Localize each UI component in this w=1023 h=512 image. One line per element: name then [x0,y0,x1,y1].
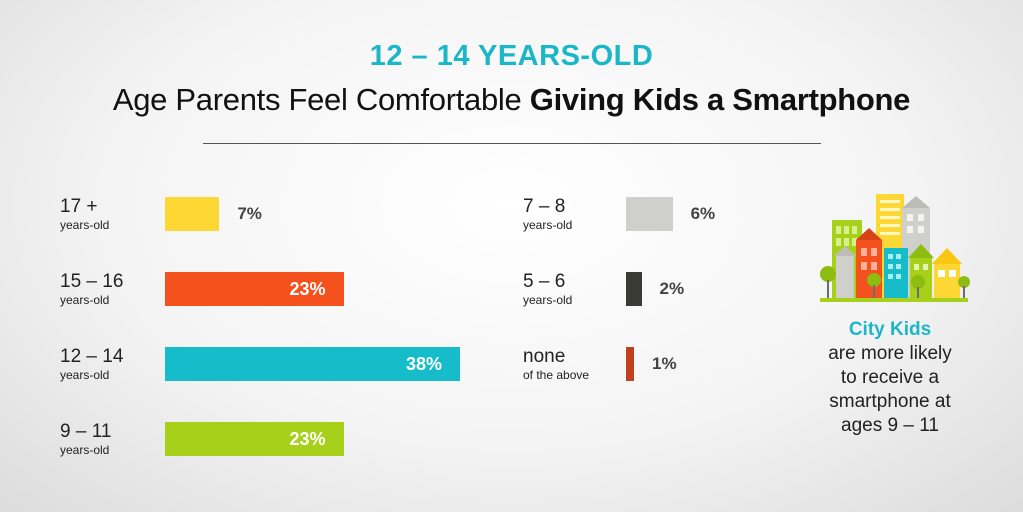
bar-value-label: 23% [289,429,326,449]
city-kids-line-2: to receive a [840,367,940,388]
category-label: 5 – 6 [523,271,566,292]
category-sublabel: years-old [523,293,573,307]
bar-value-label: 23% [289,279,326,299]
title-regular: Age Parents Feel Comfortable [112,82,530,117]
category-label: none [523,346,566,367]
bar-value-label: 6% [690,204,716,223]
bar-value-label: 7% [237,204,262,223]
bar: 38% [165,347,460,381]
bar [626,272,642,306]
bar [165,197,220,231]
category-sublabel: years-old [60,443,110,457]
chart-kicker: 12 – 14 YEARS-OLD [369,40,654,72]
category-label: 17 + [60,196,98,217]
city-kids-line-3: smartphone at [829,391,951,412]
category-label: 7 – 8 [523,196,566,217]
city-illustration-icon [820,194,970,302]
bar-value-label: 38% [405,354,442,374]
city-kids-title: City Kids [848,319,932,340]
category-label: 12 – 14 [60,346,124,367]
chart-title: Age Parents Feel Comfortable Giving Kids… [0,82,1023,118]
category-label: 9 – 11 [60,421,112,442]
category-sublabel: of the above [523,368,590,382]
category-sublabel: years-old [523,218,573,232]
bar: 23% [165,422,344,456]
category-sublabel: years-old [60,218,110,232]
category-sublabel: years-old [60,368,110,382]
city-kids-line-4: ages 9 – 11 [841,415,939,436]
divider [203,143,821,144]
city-kids-line-1: are more likely [828,343,952,364]
bar-value-label: 1% [652,354,677,373]
bar-value-label: 2% [659,279,685,298]
category-label: 15 – 16 [60,271,124,292]
category-sublabel: years-old [60,293,110,307]
title-bold: Giving Kids a Smartphone [529,82,911,117]
bar [626,347,634,381]
bar [626,197,673,231]
bar: 23% [165,272,344,306]
city-kids-note: City Kids are more likely to receive a s… [800,318,980,438]
